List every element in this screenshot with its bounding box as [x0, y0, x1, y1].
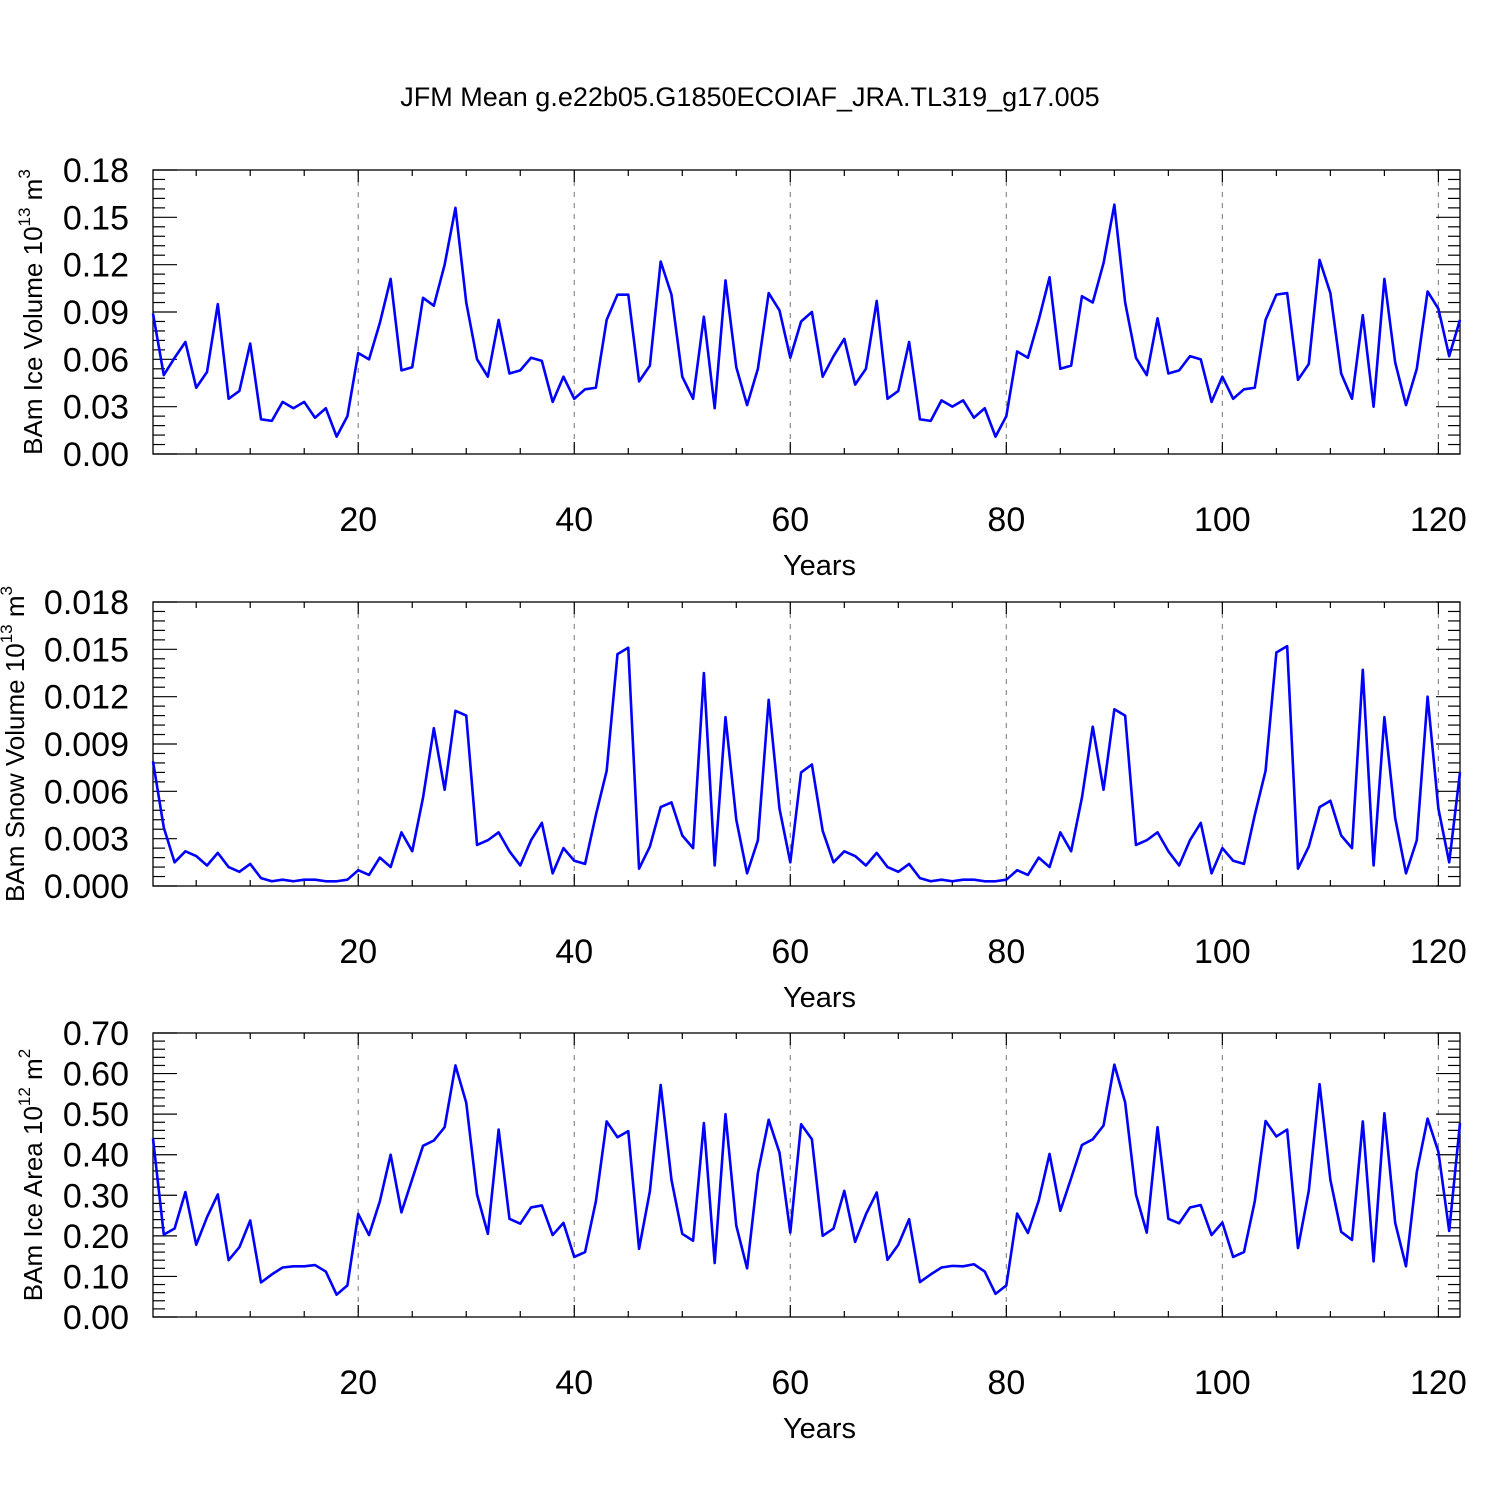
x-tick-label: 20	[339, 1364, 377, 1402]
x-axis-label: Years	[783, 1413, 856, 1445]
y-tick-label: 0.06	[63, 341, 129, 379]
x-tick-label: 60	[771, 933, 809, 971]
x-tick-label: 60	[771, 501, 809, 539]
x-axis-label: Years	[783, 550, 856, 582]
y-tick-label: 0.018	[44, 584, 129, 622]
plot-frame	[152, 1032, 1461, 1318]
y-tick-label: 0.30	[63, 1177, 129, 1215]
axis-ticks	[153, 169, 1460, 455]
ice-volume-series-line	[151, 203, 1462, 438]
y-tick-label: 0.20	[63, 1218, 129, 1256]
y-axis-label: BAm Ice Area 1012 m2	[15, 1049, 48, 1301]
x-tick-label: 100	[1194, 1364, 1251, 1402]
panel-ice-area: 0.000.100.200.300.400.500.600.70 20 40 60 8…	[15, 1015, 1467, 1445]
axis-ticks	[153, 601, 1460, 887]
y-tick-label: 0.009	[44, 726, 129, 764]
y-tick-label: 0.003	[44, 821, 129, 859]
x-tick-label: 40	[555, 1364, 593, 1402]
y-tick-label: 0.70	[63, 1015, 129, 1053]
y-tick-label: 0.60	[63, 1056, 129, 1094]
x-axis-label: Years	[783, 982, 856, 1014]
x-tick-labels: 20 40 60 80 100 120	[339, 1364, 1466, 1402]
y-tick-label: 0.09	[63, 294, 129, 332]
y-tick-labels: 0.00 0.03 0.06 0.09 0.12 0.15 0.18	[63, 152, 129, 474]
ice-area-series-line	[151, 1063, 1462, 1296]
x-tick-label: 20	[339, 933, 377, 971]
x-tick-label: 100	[1194, 933, 1251, 971]
x-tick-label: 120	[1410, 1364, 1467, 1402]
y-tick-labels: 0.000.100.200.300.400.500.600.70	[63, 1015, 129, 1337]
x-tick-label: 100	[1194, 501, 1251, 539]
x-tick-label: 120	[1410, 933, 1467, 971]
y-tick-label: 0.00	[63, 436, 129, 474]
x-tick-label: 20	[339, 501, 377, 539]
panel-snow-volume: 0.000 0.003 0.006 0.009 0.012 0.015 0.018 20 40…	[0, 584, 1467, 1014]
x-tick-labels: 20 40 60 80 100 120	[339, 501, 1466, 539]
y-tick-label: 0.012	[44, 679, 129, 717]
x-tick-label: 60	[771, 1364, 809, 1402]
y-axis-label: BAm Snow Volume 1013 m3	[0, 586, 30, 902]
y-tick-label: 0.15	[63, 199, 129, 237]
y-axis-label: BAm Ice Volume 1013 m3	[15, 169, 48, 455]
panel-ice-volume: 0.00 0.03 0.06 0.09 0.12 0.15 0.18 20 40 60 80 100…	[15, 152, 1467, 582]
y-tick-labels: 0.000 0.003 0.006 0.009 0.012 0.015 0.018	[44, 584, 129, 906]
y-tick-label: 0.10	[63, 1258, 129, 1296]
snow-volume-series-line	[151, 644, 1462, 883]
figure-title: JFM Mean g.e22b05.G1850ECOIAF_JRA.TL319_…	[400, 82, 1099, 112]
y-tick-label: 0.03	[63, 389, 129, 427]
x-tick-label: 120	[1410, 501, 1467, 539]
y-tick-label: 0.00	[63, 1299, 129, 1337]
y-tick-label: 0.000	[44, 868, 129, 906]
x-tick-label: 40	[555, 501, 593, 539]
x-tick-label: 80	[987, 1364, 1025, 1402]
y-tick-label: 0.50	[63, 1096, 129, 1134]
y-tick-label: 0.12	[63, 247, 129, 285]
y-tick-label: 0.015	[44, 631, 129, 669]
y-tick-label: 0.18	[63, 152, 129, 190]
plot-frame	[152, 601, 1461, 887]
y-tick-label: 0.006	[44, 773, 129, 811]
x-tick-label: 40	[555, 933, 593, 971]
y-tick-label: 0.40	[63, 1137, 129, 1175]
x-tick-labels: 20 40 60 80 100 120	[339, 933, 1466, 971]
x-tick-label: 80	[987, 501, 1025, 539]
x-tick-label: 80	[987, 933, 1025, 971]
